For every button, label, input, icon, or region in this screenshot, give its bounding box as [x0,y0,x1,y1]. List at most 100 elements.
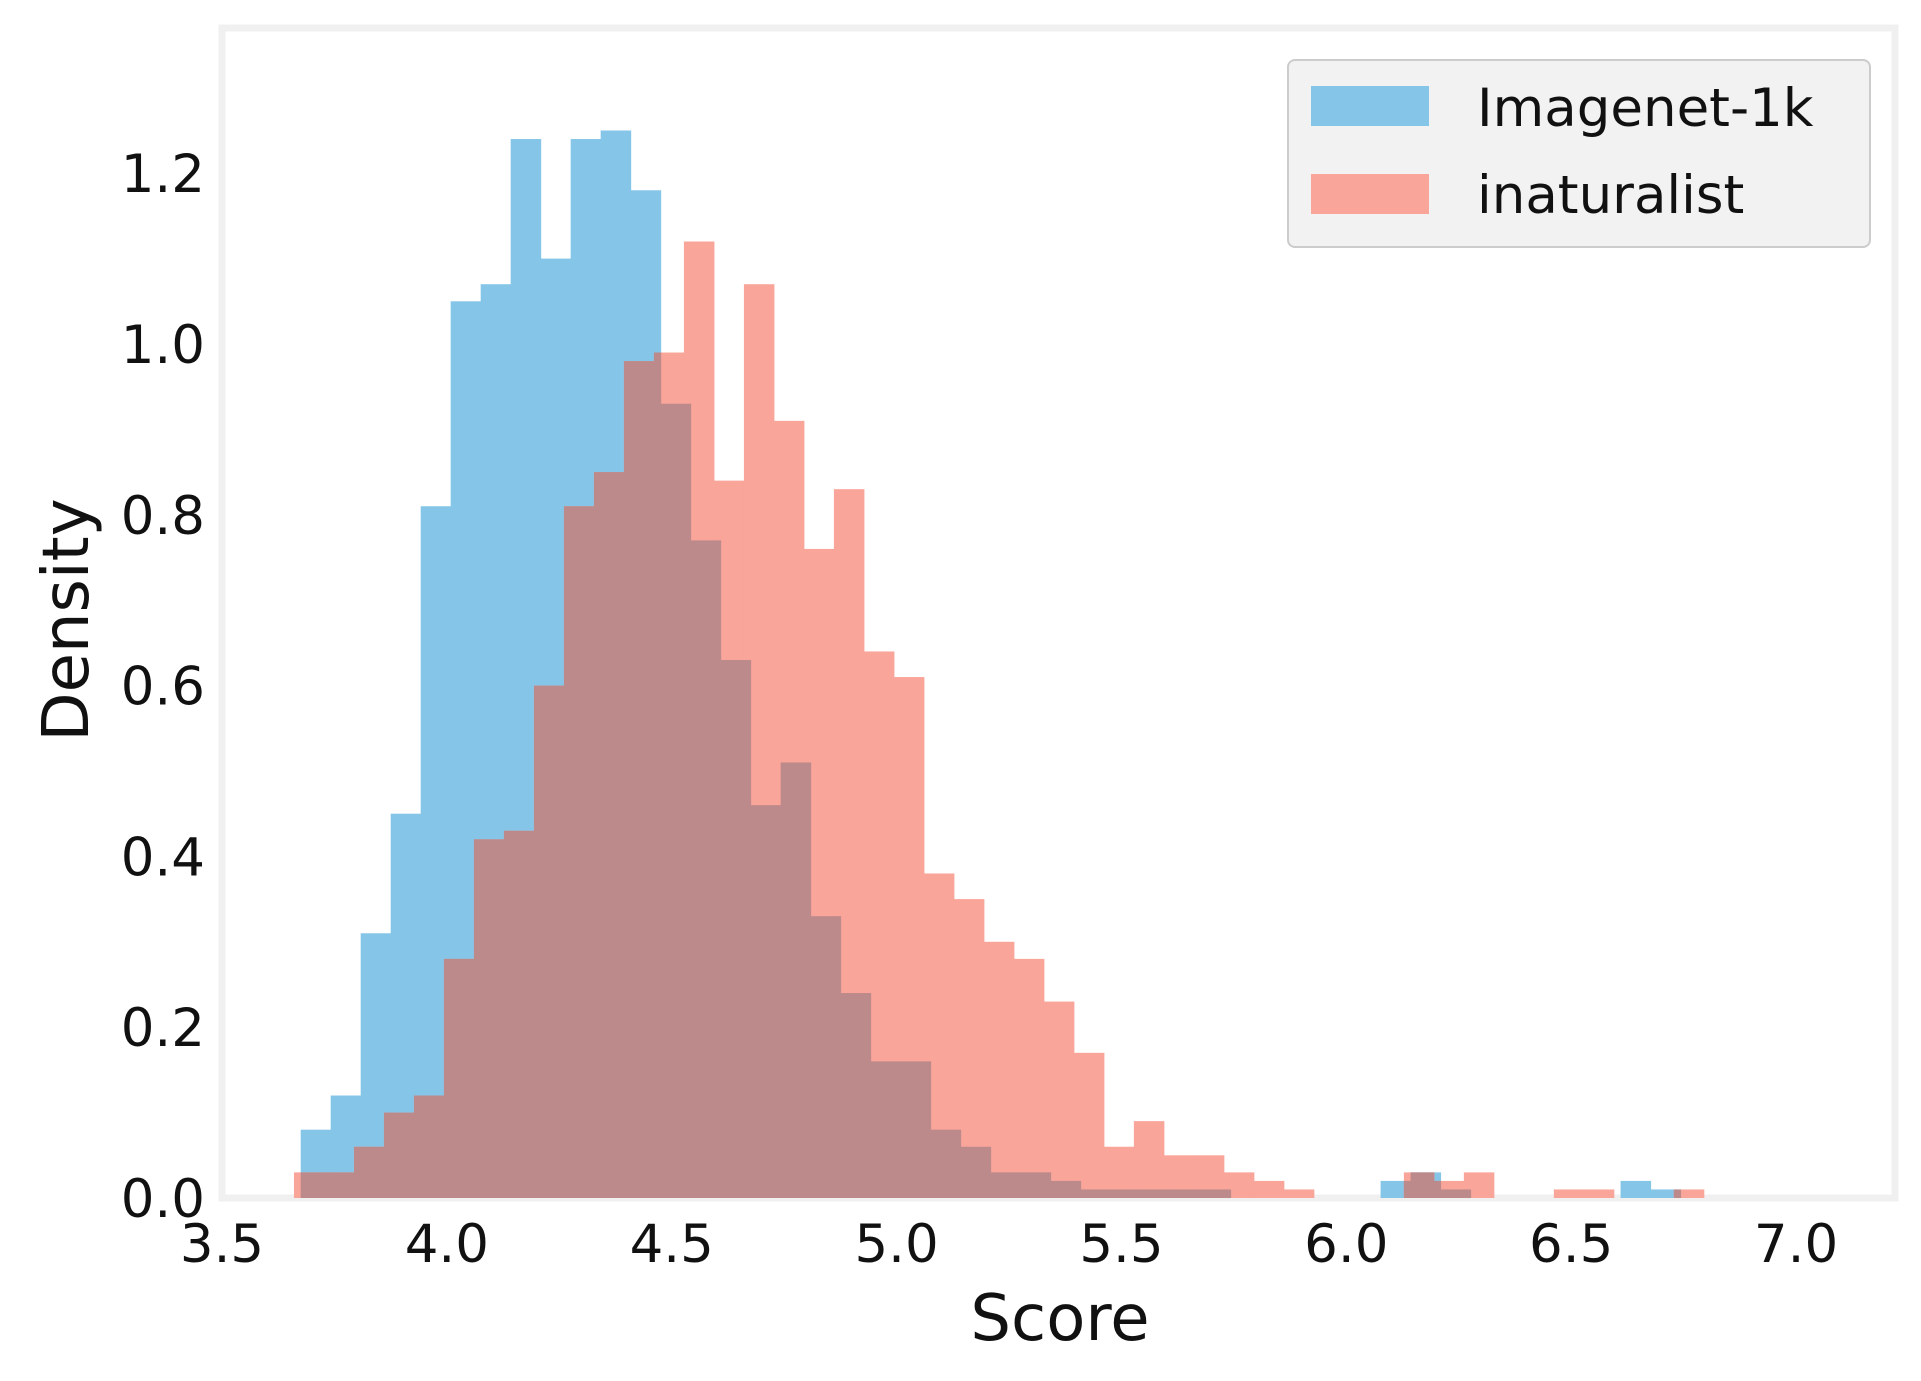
histogram-bar-inaturalist [1283,1189,1315,1198]
y-tick-label: 0.2 [121,998,205,1059]
histogram-bar-overlap [720,659,745,1198]
histogram-bar-overlap [1013,1172,1022,1198]
histogram-bar-overlap [833,916,842,1198]
histogram-bar-overlap [383,1112,392,1198]
histogram-bar-imagenet-1k [1650,1189,1682,1198]
legend-frame [1287,59,1871,248]
histogram-bar-overlap [750,805,775,1198]
histogram-bar-inaturalist [1043,1001,1075,1198]
histogram-bar-overlap [353,1146,362,1198]
histogram-bar-overlap [323,1172,332,1198]
y-tick-label: 0.6 [121,657,205,718]
y-axis-title: Density [30,498,104,741]
histogram-bar-overlap [1223,1189,1232,1198]
histogram-bar-inaturalist [1133,1121,1165,1198]
histogram-bar-overlap [803,762,812,1198]
histogram-bar-overlap [690,540,715,1198]
y-axis-ticks: 0.0 0.2 0.4 0.6 0.8 1.0 1.2 [121,144,205,1230]
histogram-bar-imagenet-1k [1620,1180,1652,1198]
histogram-bar-inaturalist [1073,1052,1105,1198]
legend: Imagenet-1k inaturalist [1287,59,1871,248]
histogram-bar-overlap [1140,1189,1165,1198]
histogram-bar-overlap [743,659,752,1198]
histogram-bar-overlap [593,472,602,1198]
histogram-bar-overlap [443,958,452,1198]
x-axis-ticks: 3.5 4.0 4.5 5.0 5.5 6.0 6.5 7.0 [180,1214,1838,1275]
histogram-bar-overlap [623,361,632,1199]
histogram-bar-overlap [870,1061,895,1198]
histogram-bar-overlap [1103,1189,1112,1198]
histogram-bar-overlap [810,916,835,1198]
histogram-bar-overlap [420,1095,445,1198]
histogram-bar-overlap [563,506,572,1198]
histogram-bar-overlap [480,839,505,1198]
histogram-bar-overlap [533,685,542,1198]
x-tick-label: 4.5 [630,1214,714,1275]
histogram-bar-overlap [360,1146,385,1198]
histogram-bar-overlap [840,993,865,1198]
histogram-bar-overlap [990,1172,1015,1198]
histogram-bar-overlap [1073,1180,1082,1198]
histogram-bar-overlap [600,472,625,1198]
histogram-bar-overlap [1170,1189,1195,1198]
histogram-bar-overlap [893,1061,902,1198]
histogram-bar-inaturalist [1013,958,1045,1198]
histogram-bar-overlap [1043,1172,1052,1198]
x-tick-label: 5.0 [854,1214,938,1275]
histogram-bar-overlap [390,1112,415,1198]
legend-swatch-inaturalist [1311,174,1429,214]
legend-label-imagenet-1k: Imagenet-1k [1477,78,1814,139]
histogram-bar-overlap [1050,1180,1075,1198]
histogram-bar-inaturalist [1253,1180,1285,1198]
y-tick-label: 1.2 [121,144,205,205]
histogram-bar-overlap [953,1129,962,1198]
histogram-bar-overlap [1200,1189,1225,1198]
histogram-bar-overlap [1020,1172,1045,1198]
histogram-bar-overlap [660,403,685,1198]
histogram-bar-overlap [863,993,872,1198]
histogram-bar-overlap [540,685,565,1198]
histogram-bar-overlap [330,1172,355,1198]
legend-swatch-imagenet-1k [1311,86,1429,126]
histogram-bar-overlap [930,1129,955,1198]
histogram-bar-overlap [1163,1189,1172,1198]
histogram-bar-overlap [1410,1172,1435,1198]
histogram-bar-overlap [1193,1189,1202,1198]
histogram-bar-overlap [1110,1189,1135,1198]
x-axis-title: Score [970,1282,1149,1356]
histogram-bar-overlap [1133,1189,1142,1198]
histogram-bar-overlap [653,352,662,1199]
histogram-bar-overlap [983,1146,992,1198]
series-bars-overlap [300,352,1682,1199]
histogram-bar-overlap [683,403,692,1198]
histogram-bar-overlap [1403,1180,1412,1198]
histogram-bar-overlap [510,830,535,1198]
x-tick-label: 7.0 [1754,1214,1838,1275]
legend-label-inaturalist: inaturalist [1477,165,1744,226]
histogram-bar-overlap [503,830,512,1198]
histogram-bar-inaturalist [1553,1189,1585,1198]
x-tick-label: 6.5 [1529,1214,1613,1275]
histogram-bar-overlap [960,1146,985,1198]
y-tick-label: 0.8 [121,486,205,547]
y-tick-label: 1.0 [121,315,205,376]
x-tick-label: 4.0 [405,1214,489,1275]
histogram-bar-overlap [780,762,805,1198]
histogram-bar-overlap [1440,1189,1465,1198]
histogram-bar-overlap [900,1061,925,1198]
histogram-bar-overlap [713,540,722,1198]
histogram-bar-overlap [570,506,595,1198]
histogram-bar-overlap [1673,1189,1682,1198]
histogram-bar-overlap [450,958,475,1198]
histogram-bar-imagenet-1k [1380,1180,1412,1198]
histogram-bar-overlap [773,805,782,1198]
histogram-bar-inaturalist [1673,1189,1705,1198]
histogram-bar-overlap [630,361,655,1199]
histogram-bar-overlap [300,1172,325,1198]
histogram-bar-overlap [923,1061,932,1198]
histogram-bar-overlap [1433,1180,1442,1198]
histogram-bar-inaturalist [1583,1189,1615,1198]
x-tick-label: 6.0 [1304,1214,1388,1275]
x-tick-label: 3.5 [180,1214,264,1275]
